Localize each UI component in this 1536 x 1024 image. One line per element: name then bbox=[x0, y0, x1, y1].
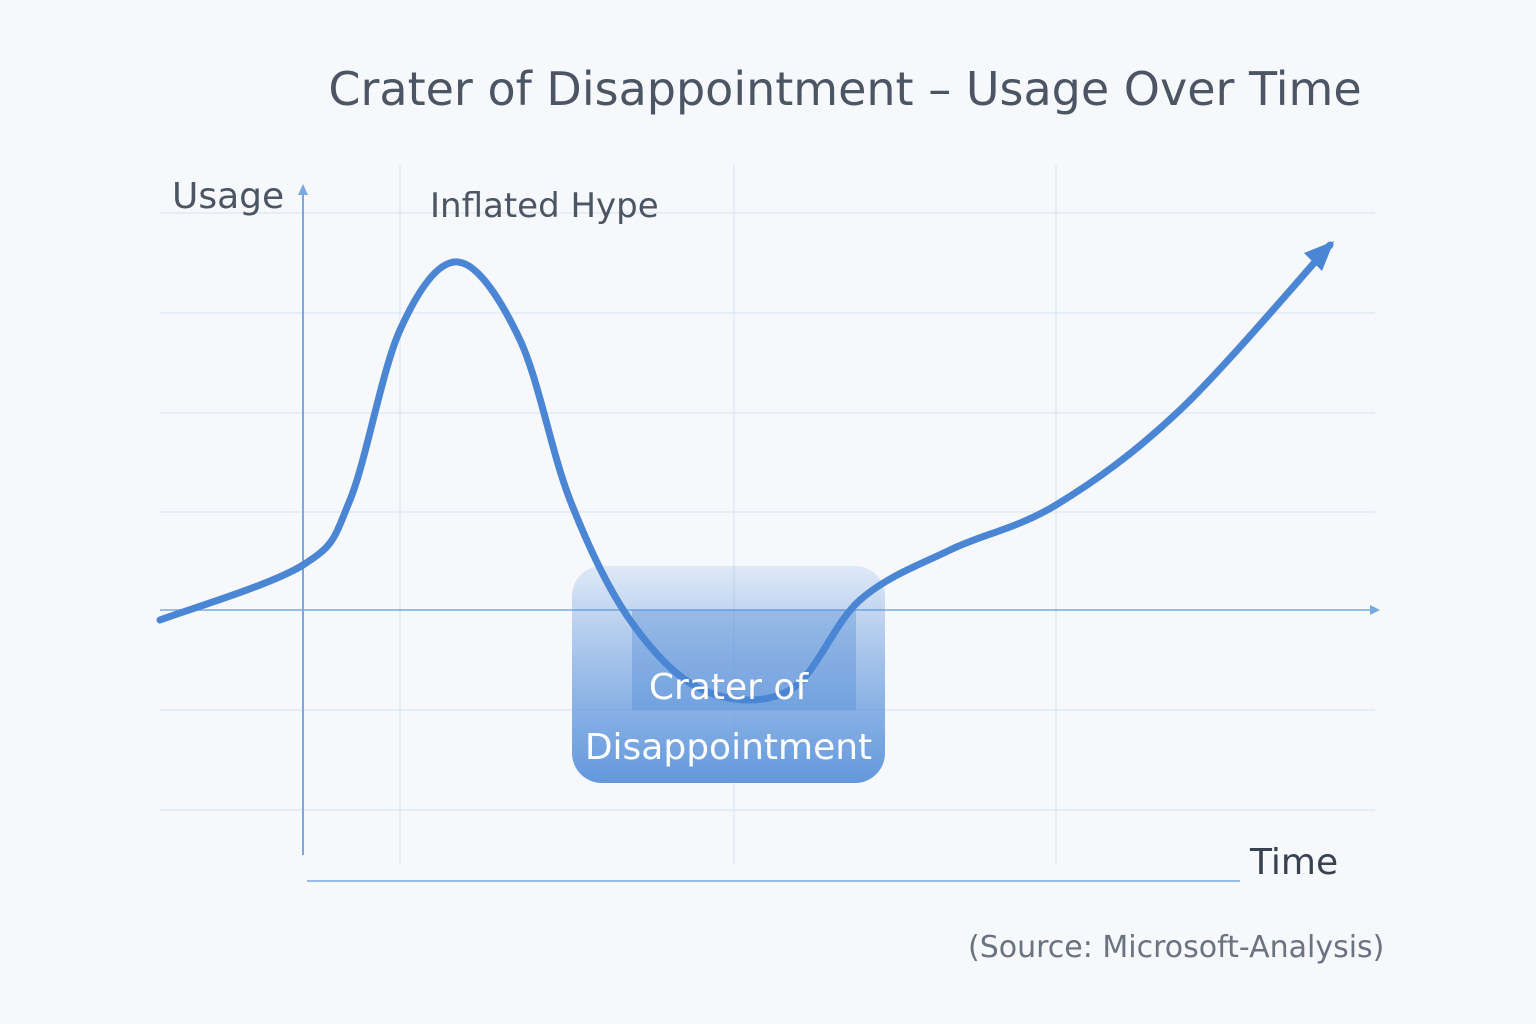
source-note: (Source: Microsoft-Analysis) bbox=[968, 930, 1385, 965]
y-axis-arrow bbox=[298, 184, 308, 195]
x-axis-label: Time bbox=[1250, 842, 1339, 883]
y-axis-label: Usage bbox=[172, 176, 285, 217]
chart-title: Crater of Disappointment – Usage Over Ti… bbox=[328, 62, 1362, 116]
annotation-inflated-hype: Inflated Hype bbox=[430, 186, 659, 226]
annotation-crater: Crater of Disappointment bbox=[584, 667, 873, 768]
crater-box bbox=[572, 566, 885, 783]
usage-curve bbox=[156, 241, 1334, 704]
x-axis-arrow bbox=[1370, 605, 1380, 615]
curve-arrowhead bbox=[1304, 241, 1334, 271]
